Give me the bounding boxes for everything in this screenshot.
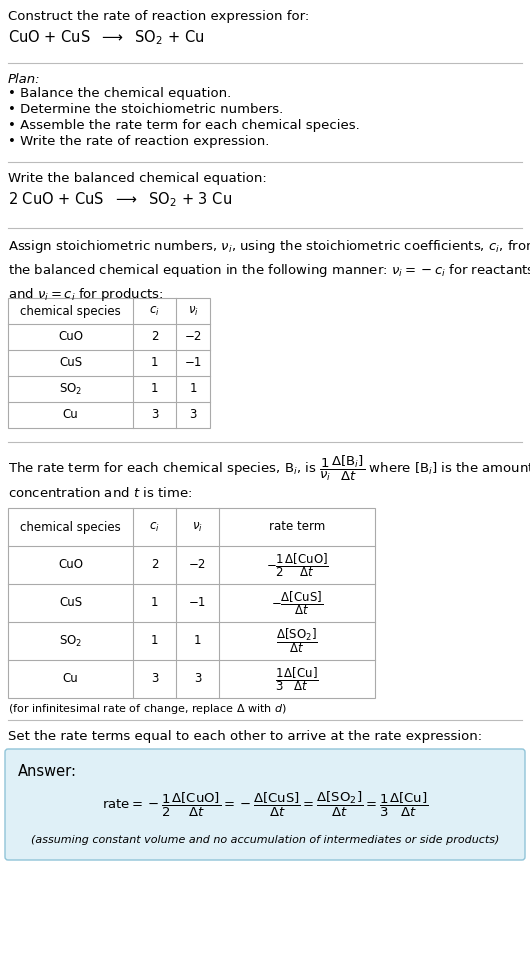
Text: $c_i$: $c_i$ (149, 304, 160, 318)
Text: CuO: CuO (58, 330, 83, 343)
Text: • Assemble the rate term for each chemical species.: • Assemble the rate term for each chemic… (8, 119, 360, 132)
Bar (8, 508, 375, 698)
Text: concentration and $t$ is time:: concentration and $t$ is time: (8, 486, 192, 500)
Text: Answer:: Answer: (18, 764, 77, 779)
Text: Assign stoichiometric numbers, $\nu_i$, using the stoichiometric coefficients, $: Assign stoichiometric numbers, $\nu_i$, … (8, 238, 530, 303)
Text: $-\dfrac{\Delta[\mathrm{CuS}]}{\Delta t}$: $-\dfrac{\Delta[\mathrm{CuS}]}{\Delta t}… (271, 589, 323, 617)
Text: 2: 2 (151, 330, 158, 343)
Text: 1: 1 (194, 635, 201, 647)
Text: chemical species: chemical species (20, 304, 121, 318)
Text: $\dfrac{1}{3}\dfrac{\Delta[\mathrm{Cu}]}{\Delta t}$: $\dfrac{1}{3}\dfrac{\Delta[\mathrm{Cu}]}… (275, 665, 319, 693)
Text: −2: −2 (189, 559, 206, 572)
Text: $-\dfrac{1}{2}\dfrac{\Delta[\mathrm{CuO}]}{\Delta t}$: $-\dfrac{1}{2}\dfrac{\Delta[\mathrm{CuO}… (266, 551, 329, 579)
Text: 3: 3 (194, 673, 201, 685)
Text: CuS: CuS (59, 357, 82, 369)
Text: CuO: CuO (58, 559, 83, 572)
Text: $\nu_i$: $\nu_i$ (188, 304, 198, 318)
Text: 1: 1 (151, 597, 158, 609)
Text: • Balance the chemical equation.: • Balance the chemical equation. (8, 87, 231, 100)
Text: Cu: Cu (63, 673, 78, 685)
Text: $\mathrm{rate} = -\dfrac{1}{2}\dfrac{\Delta[\mathrm{CuO}]}{\Delta t} = -\dfrac{\: $\mathrm{rate} = -\dfrac{1}{2}\dfrac{\De… (102, 789, 428, 818)
Text: 3: 3 (151, 408, 158, 422)
Text: 3: 3 (189, 408, 197, 422)
Text: −1: −1 (189, 597, 206, 609)
FancyBboxPatch shape (5, 749, 525, 860)
Text: • Write the rate of reaction expression.: • Write the rate of reaction expression. (8, 135, 269, 148)
Text: $c_i$: $c_i$ (149, 520, 160, 534)
Text: SO$_2$: SO$_2$ (59, 634, 82, 648)
Text: 1: 1 (151, 635, 158, 647)
Text: Set the rate terms equal to each other to arrive at the rate expression:: Set the rate terms equal to each other t… (8, 730, 482, 743)
Text: 1: 1 (151, 357, 158, 369)
Text: 3: 3 (151, 673, 158, 685)
Text: 2: 2 (151, 559, 158, 572)
Text: 2 CuO + CuS  $\longrightarrow$  SO$_2$ + 3 Cu: 2 CuO + CuS $\longrightarrow$ SO$_2$ + 3… (8, 190, 232, 209)
Text: Cu: Cu (63, 408, 78, 422)
Text: Construct the rate of reaction expression for:: Construct the rate of reaction expressio… (8, 10, 309, 23)
Text: CuO + CuS  $\longrightarrow$  SO$_2$ + Cu: CuO + CuS $\longrightarrow$ SO$_2$ + Cu (8, 28, 204, 47)
Text: $\dfrac{\Delta[\mathrm{SO_2}]}{\Delta t}$: $\dfrac{\Delta[\mathrm{SO_2}]}{\Delta t}… (276, 627, 318, 655)
Text: Write the balanced chemical equation:: Write the balanced chemical equation: (8, 172, 267, 185)
Text: 1: 1 (189, 383, 197, 396)
Text: $\nu_i$: $\nu_i$ (192, 520, 203, 534)
Text: −2: −2 (184, 330, 202, 343)
Text: 1: 1 (151, 383, 158, 396)
Text: • Determine the stoichiometric numbers.: • Determine the stoichiometric numbers. (8, 103, 283, 116)
Text: rate term: rate term (269, 520, 325, 534)
Text: SO$_2$: SO$_2$ (59, 381, 82, 397)
Text: CuS: CuS (59, 597, 82, 609)
Text: The rate term for each chemical species, B$_i$, is $\dfrac{1}{\nu_i}\dfrac{\Delt: The rate term for each chemical species,… (8, 454, 530, 483)
Text: chemical species: chemical species (20, 520, 121, 534)
Text: (assuming constant volume and no accumulation of intermediates or side products): (assuming constant volume and no accumul… (31, 835, 499, 845)
Text: −1: −1 (184, 357, 202, 369)
Text: (for infinitesimal rate of change, replace $\Delta$ with $d$): (for infinitesimal rate of change, repla… (8, 702, 287, 716)
Text: Plan:: Plan: (8, 73, 41, 86)
Bar (8, 298, 210, 428)
